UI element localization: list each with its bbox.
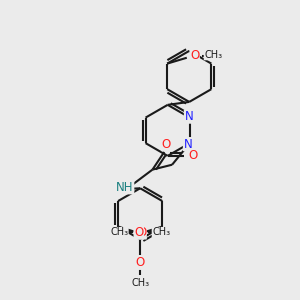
Text: CH₃: CH₃ bbox=[131, 278, 149, 287]
Text: O: O bbox=[162, 138, 171, 151]
Text: O: O bbox=[134, 226, 143, 239]
Text: CH₃: CH₃ bbox=[152, 227, 170, 237]
Text: O: O bbox=[137, 226, 146, 239]
Text: O: O bbox=[190, 49, 199, 62]
Text: CH₃: CH₃ bbox=[110, 227, 128, 237]
Text: O: O bbox=[189, 149, 198, 162]
Text: O: O bbox=[136, 256, 145, 269]
Text: N: N bbox=[184, 110, 193, 123]
Text: N: N bbox=[183, 138, 192, 151]
Text: CH₃: CH₃ bbox=[204, 50, 222, 60]
Text: NH: NH bbox=[116, 181, 134, 194]
